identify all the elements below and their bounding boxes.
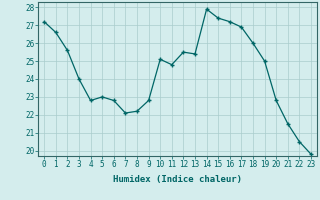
X-axis label: Humidex (Indice chaleur): Humidex (Indice chaleur) [113, 175, 242, 184]
